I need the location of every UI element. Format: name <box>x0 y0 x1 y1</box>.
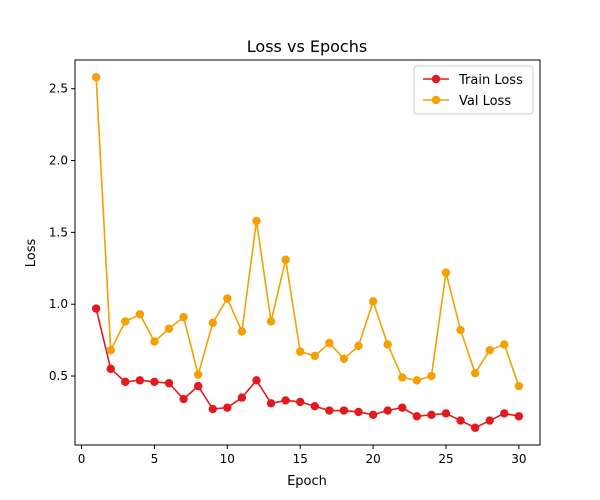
val-loss-point <box>164 324 174 333</box>
y-axis-label: Loss <box>24 239 39 268</box>
train-loss-point <box>368 410 378 420</box>
train-loss-point <box>339 406 349 415</box>
train-loss-point <box>208 404 217 414</box>
val-loss-point <box>325 338 334 348</box>
val-loss-point <box>91 73 101 82</box>
val-loss-point <box>441 268 451 277</box>
train-loss-legend-marker <box>431 74 441 84</box>
val-loss-legend-marker <box>431 95 441 105</box>
train-loss-point <box>193 381 203 391</box>
y-tick-label: 2.5 <box>49 82 68 96</box>
x-tick-label: 0 <box>78 452 86 466</box>
train-loss-point <box>383 406 392 415</box>
val-loss-point <box>310 351 319 361</box>
train-loss-legend-label: Train Loss <box>458 73 523 88</box>
train-loss-point <box>354 407 363 417</box>
train-loss-point <box>266 399 276 408</box>
x-axis-label: Epoch <box>287 474 327 489</box>
val-loss-point <box>412 376 422 385</box>
train-loss-point <box>296 397 305 407</box>
legend-box <box>413 65 534 115</box>
x-tick-label: 30 <box>511 452 526 466</box>
train-loss-point <box>456 416 465 425</box>
val-loss-point <box>252 216 261 226</box>
train-loss-point <box>325 406 334 415</box>
train-loss-point <box>106 364 115 374</box>
train-loss-point <box>310 402 319 411</box>
val-loss-point <box>150 337 159 346</box>
val-loss-point <box>427 371 436 381</box>
val-loss-point <box>179 312 188 322</box>
train-loss-point <box>427 410 436 420</box>
val-loss-point <box>500 340 509 349</box>
val-loss-point <box>296 347 305 356</box>
chart-title: Loss vs Epochs <box>247 37 367 56</box>
val-loss-point <box>208 318 217 328</box>
train-loss-point <box>500 409 509 418</box>
y-tick-label: 2.0 <box>49 154 68 168</box>
x-tick-label: 10 <box>220 452 235 466</box>
val-loss-point <box>456 325 465 335</box>
y-tick-label: 1.5 <box>49 225 68 239</box>
val-loss-point <box>339 354 349 364</box>
series-layer <box>91 73 524 432</box>
val-loss-point <box>223 294 232 303</box>
val-loss-series <box>91 73 524 391</box>
val-loss-point <box>106 345 115 355</box>
train-loss-point <box>470 423 480 432</box>
val-loss-point <box>266 317 276 326</box>
val-loss-point <box>281 255 290 264</box>
val-loss-point <box>121 317 130 326</box>
y-tick-label: 1.0 <box>49 297 68 311</box>
val-loss-point <box>485 345 494 355</box>
train-loss-point <box>150 377 159 386</box>
val-loss-point <box>398 373 407 382</box>
x-tick-label: 15 <box>293 452 308 466</box>
x-tick-label: 5 <box>151 452 159 466</box>
y-axis: 0.5 1.0 1.5 2.0 2.5 <box>49 82 75 383</box>
train-loss-point <box>252 376 261 385</box>
val-loss-point <box>470 368 480 378</box>
plot-area <box>74 59 541 446</box>
train-loss-point <box>135 376 145 385</box>
y-tick-label: 0.5 <box>49 369 68 383</box>
train-loss-point <box>164 379 174 388</box>
val-loss-point <box>514 381 524 391</box>
train-loss-series <box>91 304 524 432</box>
train-loss-point <box>398 403 407 412</box>
val-loss-point <box>354 341 363 351</box>
train-loss-point <box>91 304 101 313</box>
train-loss-point <box>485 416 494 425</box>
val-loss-point <box>193 370 203 379</box>
train-loss-point <box>223 403 232 412</box>
val-loss-point <box>135 310 145 319</box>
train-loss-point <box>514 412 524 421</box>
train-loss-point <box>281 396 290 405</box>
train-loss-point <box>237 393 247 402</box>
val-loss-point <box>383 340 392 349</box>
x-tick-label: 20 <box>365 452 380 466</box>
train-loss-point <box>412 412 422 421</box>
val-loss-point <box>368 297 378 306</box>
train-loss-point <box>179 394 188 404</box>
val-loss-legend-label: Val Loss <box>459 94 511 109</box>
train-loss-point <box>121 377 130 386</box>
x-tick-label: 25 <box>438 452 453 466</box>
x-axis: 0 5 10 15 20 25 30 <box>78 445 527 466</box>
val-loss-point <box>237 327 247 336</box>
train-loss-point <box>441 409 451 418</box>
legend: Train Loss Val Loss <box>413 65 534 115</box>
